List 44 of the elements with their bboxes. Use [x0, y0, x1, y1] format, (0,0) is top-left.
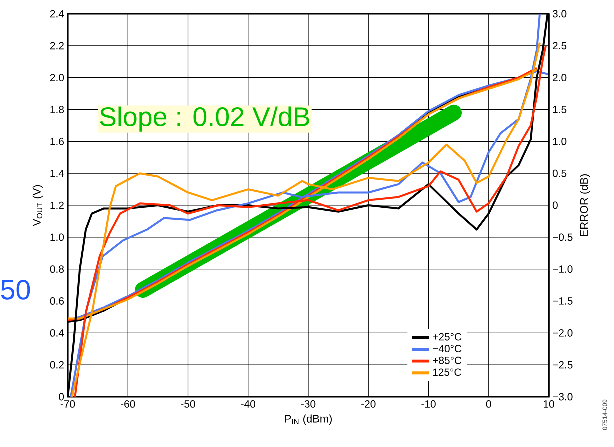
y2-tick-label: −1.5 [553, 298, 573, 305]
annotation: Slope : 0.02 V/dB [100, 106, 310, 132]
y2-tick-label: 3.0 [552, 10, 567, 18]
y2-tick-label: −1.0 [553, 266, 573, 274]
y2-tick-label: −2.0 [553, 329, 573, 337]
y2-tick-label: 1.5 [553, 106, 567, 114]
legend-label: −40°C [433, 345, 462, 353]
x-tick-label: -10 [422, 400, 436, 408]
y2-tick-label: −0.5 [553, 234, 573, 242]
legend-label: +25°C [433, 333, 462, 341]
x-tick-label: -20 [362, 400, 376, 408]
y-tick-label: 1.4 [50, 170, 64, 178]
x-tick-label: 10 [544, 400, 554, 408]
y2-tick-label: 0.5 [552, 170, 567, 178]
y-tick-label: 0.8 [50, 266, 64, 274]
text: 50 [1, 280, 30, 300]
y2-axis-title: ERROR (dB) [580, 174, 590, 236]
y-tick-label: 1.2 [50, 202, 64, 210]
x-tick-label: 0 [486, 400, 492, 408]
y-tick-label: 0.4 [50, 329, 64, 337]
y-tick-label: 0 [59, 393, 64, 401]
x-tick-label: -60 [121, 400, 136, 408]
y-tick-label: 1.6 [50, 138, 64, 146]
x-tick-label: -40 [241, 400, 256, 408]
x-tick-label: -70 [60, 400, 76, 408]
y-tick-label: 2.2 [50, 42, 64, 50]
y2-tick-label: 0 [552, 202, 558, 210]
legend-label: 125°C [433, 368, 462, 376]
y2-tick-label: −2.5 [553, 361, 573, 369]
y-tick-label: 0.6 [50, 298, 64, 305]
y-tick-label: 0.2 [50, 361, 64, 369]
y-tick-label: 1.8 [50, 106, 64, 114]
y-axis-title: V$_{OUT}$ (V) [32, 185, 44, 226]
x-axis-title: P$_{IN}$ (dBm) [285, 414, 332, 425]
y2-tick-label: −3.0 [553, 393, 573, 401]
x-tick-label: -30 [301, 400, 316, 408]
y-tick-label: 1.0 [50, 234, 64, 242]
y-tick-label: 2.4 [50, 10, 64, 18]
y2-tick-label: 1.0 [553, 138, 567, 146]
y2-tick-label: 2.0 [553, 74, 567, 82]
x-tick-label: -50 [181, 400, 196, 408]
y2-tick-label: 2.5 [553, 42, 567, 50]
legend-label: +85°C [433, 356, 462, 364]
y-tick-label: 2.0 [50, 74, 64, 82]
